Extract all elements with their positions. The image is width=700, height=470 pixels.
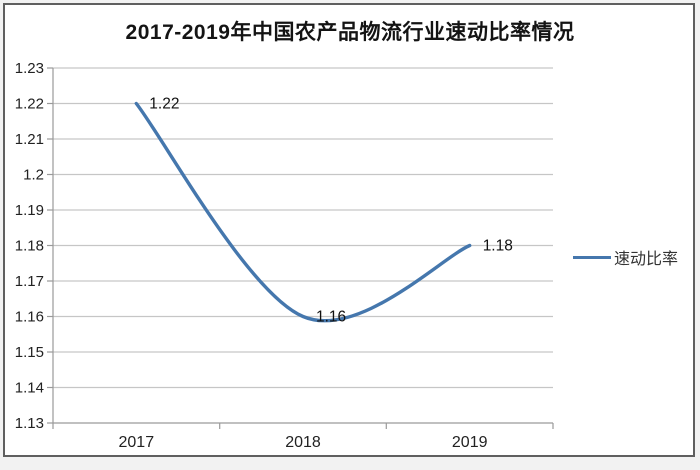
y-tick-label: 1.22: [15, 96, 44, 113]
legend: 速动比率: [573, 248, 679, 268]
x-tick-label: 2018: [285, 434, 321, 451]
y-tick-label: 1.16: [15, 309, 44, 326]
y-tick-label: 1.23: [15, 60, 44, 77]
y-tick-label: 1.21: [15, 131, 44, 148]
data-label: 1.16: [316, 309, 346, 326]
data-label: 1.22: [149, 96, 179, 113]
y-tick-label: 1.15: [15, 344, 44, 361]
x-tick-label: 2017: [119, 434, 155, 451]
y-tick-label: 1.19: [15, 202, 44, 219]
chart-frame: [3, 3, 695, 457]
x-tick-label: 2019: [452, 434, 488, 451]
y-tick-label: 1.14: [15, 380, 44, 397]
series-line: [134, 101, 472, 323]
chart-title: 2017-2019年中国农产品物流行业速动比率情况: [125, 21, 575, 44]
legend-label: 速动比率: [614, 251, 679, 268]
legend-line-swatch: [573, 255, 611, 259]
y-tick-label: 1.13: [15, 415, 44, 432]
y-tick-label: 1.2: [23, 167, 44, 184]
y-tick-label: 1.18: [15, 238, 44, 255]
data-label: 1.18: [483, 238, 513, 255]
y-tick-label: 1.17: [15, 273, 44, 290]
